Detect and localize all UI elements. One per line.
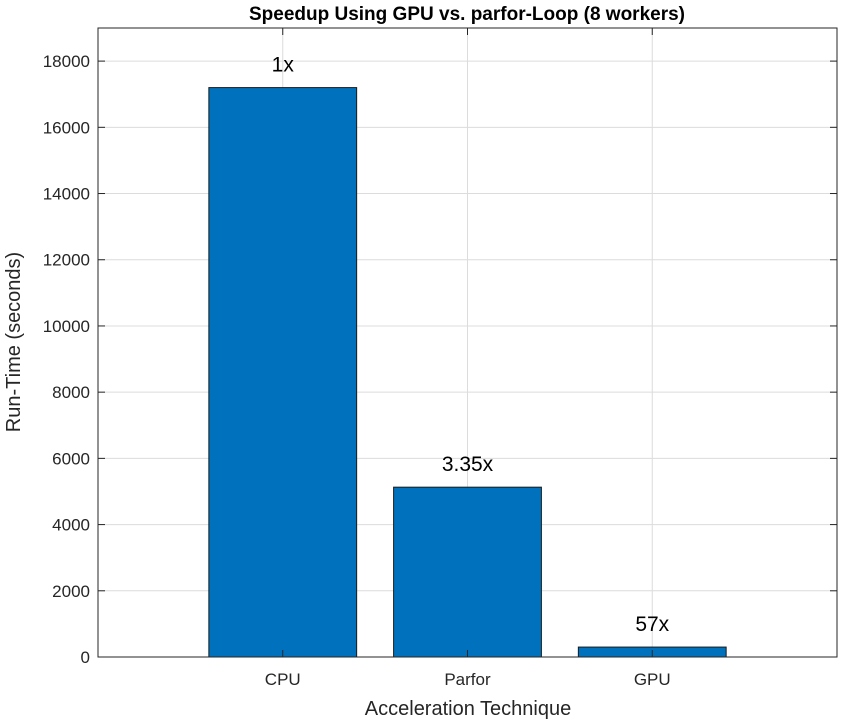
data-labels: 1x 3.35x 57x — [272, 54, 670, 636]
bars — [208, 87, 727, 658]
x-axis-label: Acceleration Technique — [365, 698, 571, 720]
y-tick-label: 16000 — [43, 118, 90, 137]
y-axis-label: Run-Time (seconds) — [3, 252, 25, 432]
y-tick-label: 0 — [81, 648, 90, 667]
chart-title: Speedup Using GPU vs. parfor-Loop (8 wor… — [249, 4, 685, 25]
x-tick-label: Parfor — [444, 670, 491, 689]
data-label-gpu: 57x — [635, 613, 669, 636]
y-tick-label: 2000 — [52, 582, 90, 601]
y-tick-label: 8000 — [52, 383, 90, 402]
data-label-cpu: 1x — [272, 54, 295, 77]
x-tick-label: GPU — [634, 670, 671, 689]
data-label-parfor: 3.35x — [442, 453, 494, 476]
y-tick-label: 10000 — [43, 317, 90, 336]
y-tick-label: 12000 — [43, 251, 90, 270]
y-tick-label: 6000 — [52, 449, 90, 468]
y-tick-label: 4000 — [52, 516, 90, 535]
x-tick-label: CPU — [265, 670, 301, 689]
ticks: 0 2000 4000 6000 8000 10000 12000 14000 16000 180… — [43, 28, 837, 689]
bar-parfor — [393, 486, 542, 658]
y-tick-label: 14000 — [43, 185, 90, 204]
y-tick-label: 18000 — [43, 52, 90, 71]
bar-cpu — [208, 87, 358, 658]
